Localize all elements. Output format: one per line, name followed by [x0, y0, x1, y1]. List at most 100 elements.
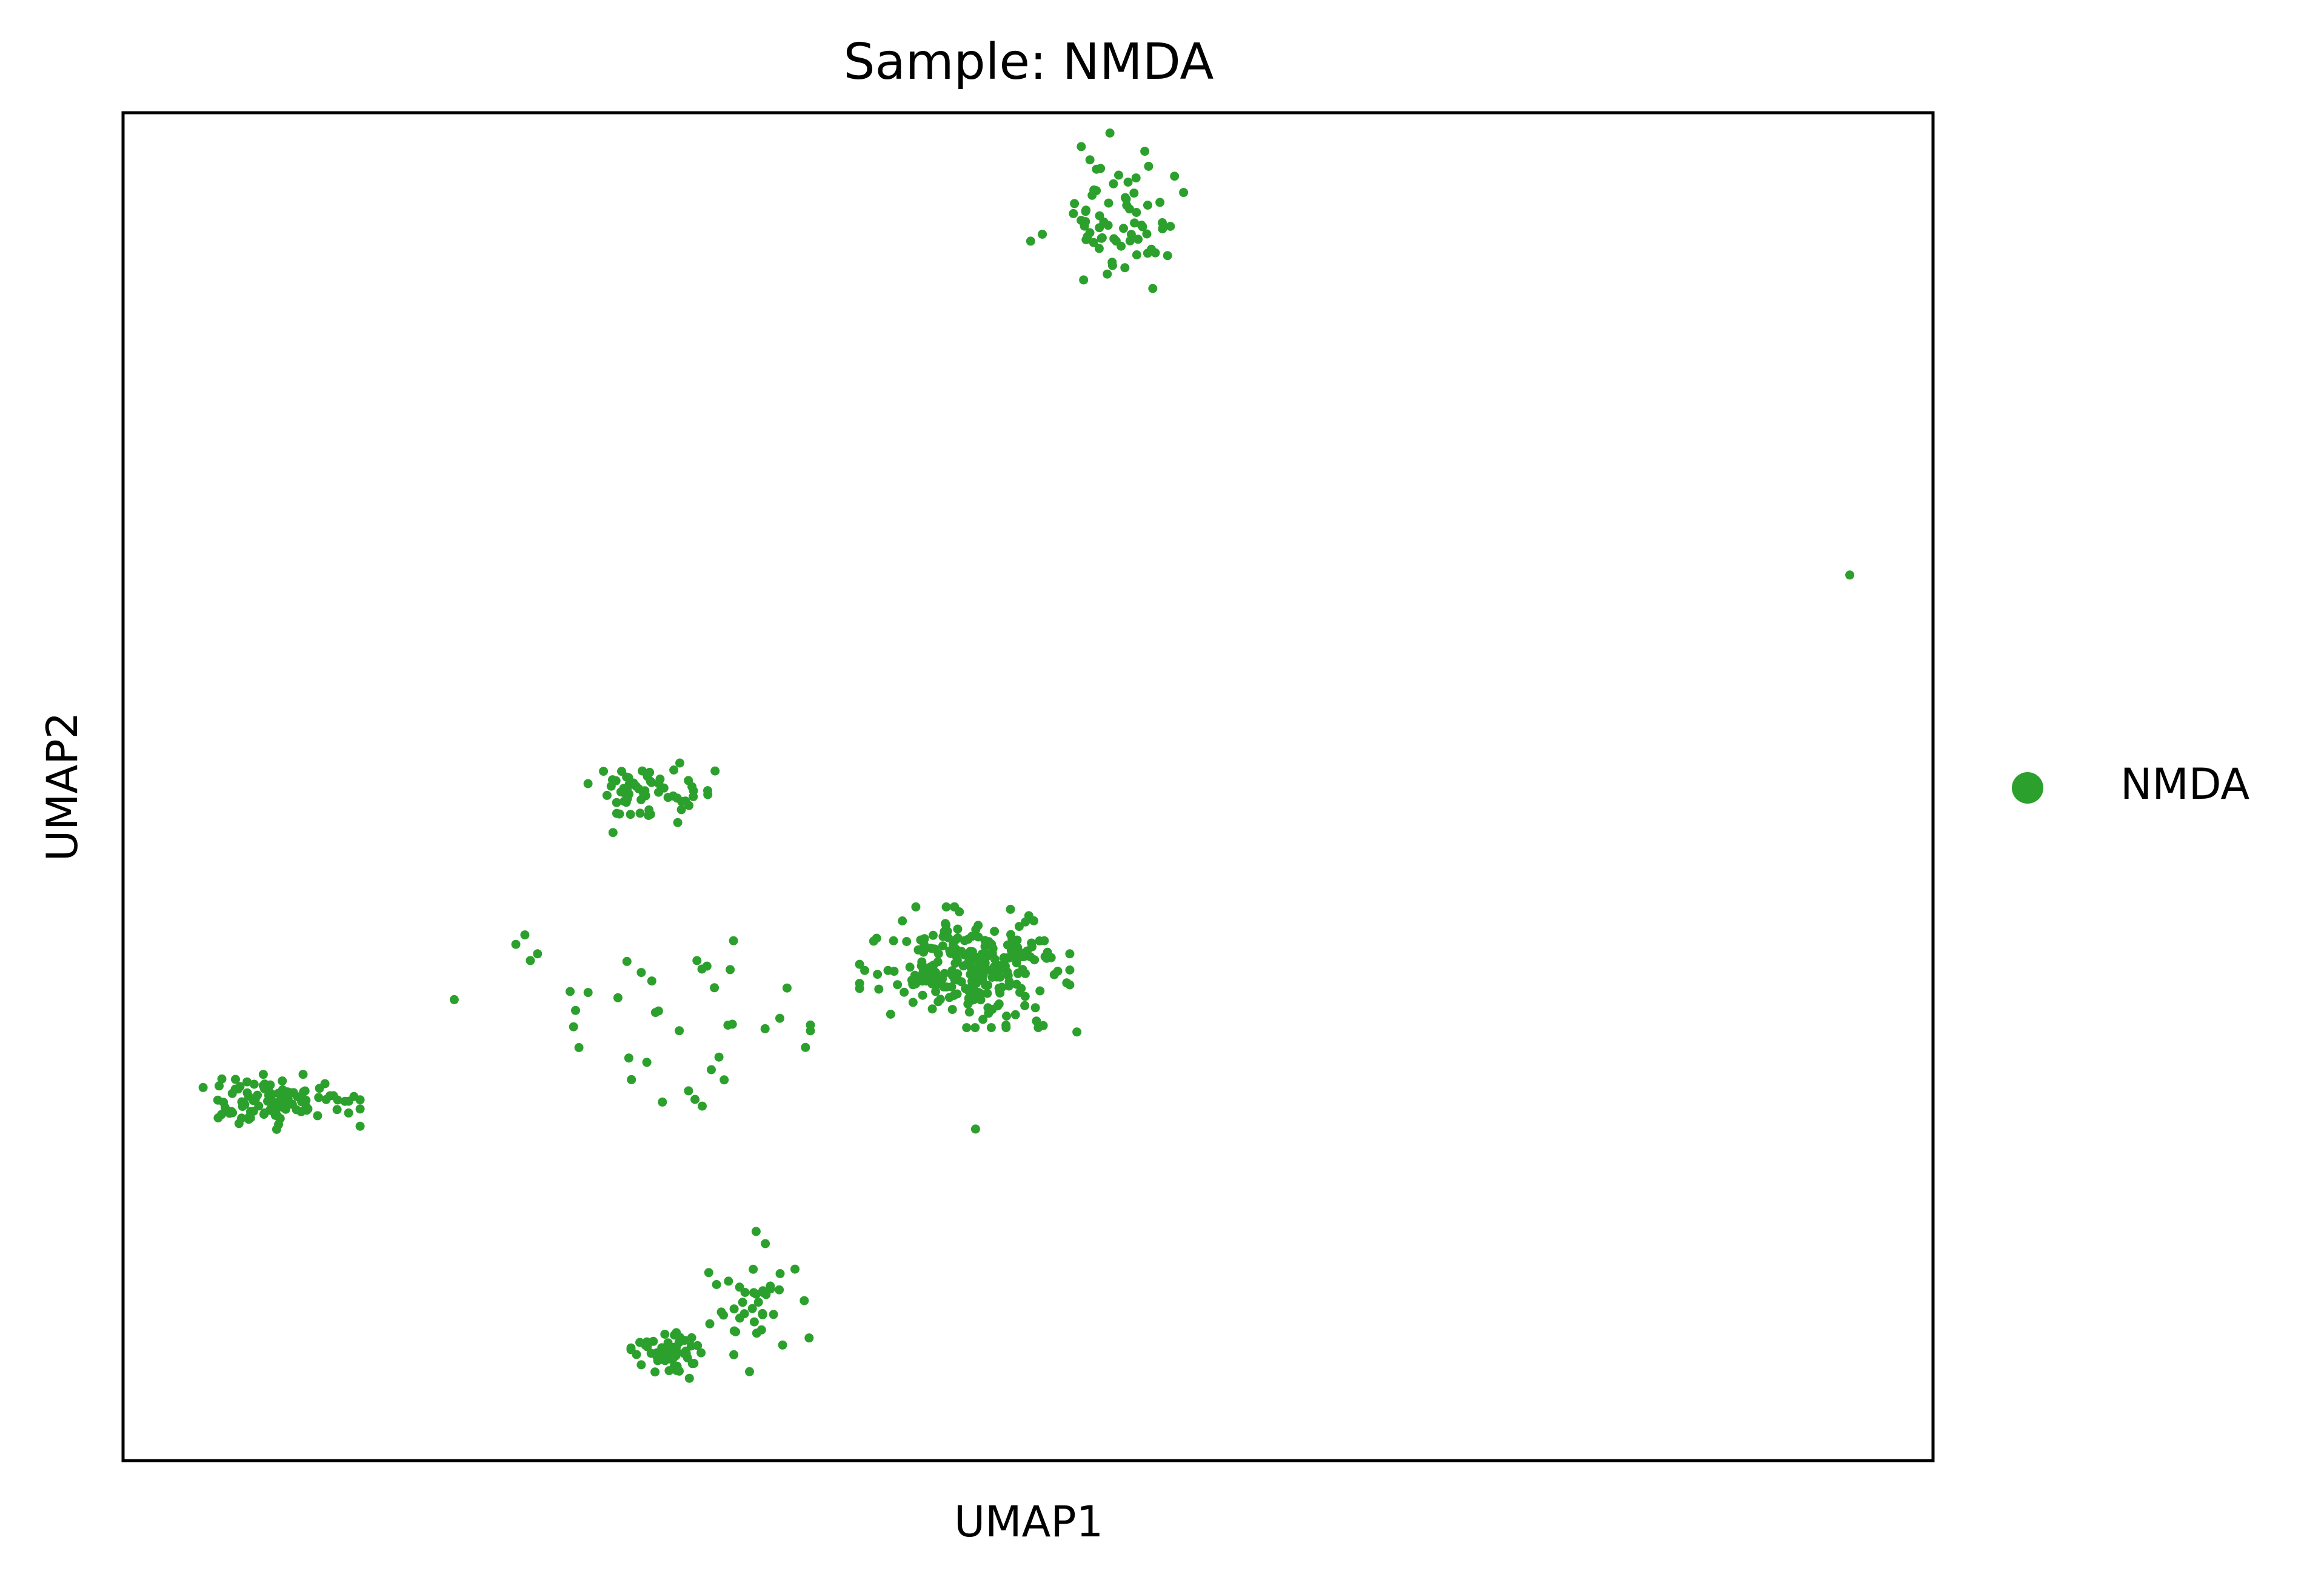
scatter-point — [265, 1104, 275, 1114]
scatter-point — [729, 1350, 739, 1359]
scatter-point — [526, 956, 535, 965]
scatter-point — [687, 1333, 696, 1342]
scatter-point — [729, 936, 738, 945]
scatter-point — [680, 1336, 689, 1345]
scatter-point — [941, 902, 951, 912]
scatter-point — [1103, 221, 1113, 230]
legend-label-nmda: NMDA — [2120, 759, 2249, 809]
scatter-point — [905, 962, 915, 972]
scatter-point — [931, 987, 941, 996]
scatter-point — [902, 937, 912, 946]
scatter-point — [769, 1310, 778, 1319]
scatter-point — [355, 1104, 365, 1114]
scatter-point — [800, 1296, 809, 1305]
scatter-point — [217, 1074, 227, 1084]
scatter-point — [712, 1280, 721, 1289]
scatter-point — [659, 783, 669, 793]
scatter-point — [990, 927, 1000, 936]
scatter-point — [1012, 958, 1021, 968]
scatter-point — [984, 937, 993, 947]
scatter-point — [1109, 179, 1118, 188]
scatter-point — [987, 973, 997, 982]
scatter-point — [1092, 164, 1101, 174]
scatter-point — [775, 1285, 784, 1295]
scatter-point — [235, 1082, 245, 1092]
scatter-point — [355, 1095, 365, 1105]
scatter-point — [1049, 970, 1059, 979]
scatter-point — [749, 1264, 758, 1274]
scatter-point — [1130, 218, 1140, 228]
scatter-point — [918, 976, 927, 986]
scatter-point — [684, 1373, 694, 1383]
scatter-point — [634, 784, 644, 794]
scatter-point — [622, 956, 632, 966]
scatter-point — [1147, 244, 1156, 254]
scatter-point — [1035, 986, 1045, 996]
scatter-point — [673, 818, 683, 827]
scatter-point — [911, 902, 921, 912]
y-axis-label: UMAP2 — [38, 712, 87, 861]
scatter-point — [1065, 949, 1075, 959]
scatter-point — [242, 1077, 252, 1087]
scatter-point — [676, 805, 686, 815]
scatter-point — [675, 1366, 684, 1376]
scatter-point — [947, 1005, 957, 1015]
scatter-point — [1026, 236, 1035, 246]
scatter-point — [747, 1304, 757, 1313]
scatter-point — [237, 1097, 247, 1107]
scatter-point — [969, 981, 979, 991]
x-axis-label: UMAP1 — [954, 1497, 1103, 1547]
scatter-point — [735, 1282, 744, 1292]
scatter-point — [962, 1023, 972, 1033]
scatter-point — [250, 1095, 260, 1104]
scatter-point — [1032, 1016, 1041, 1026]
scatter-point — [654, 1355, 664, 1365]
scatter-point — [1072, 1027, 1082, 1037]
scatter-point — [1087, 190, 1097, 200]
scatter-point — [344, 1108, 353, 1118]
scatter-point — [760, 1024, 770, 1033]
scatter-point — [690, 1095, 700, 1104]
scatter-point — [280, 1096, 290, 1105]
scatter-point — [1085, 155, 1095, 165]
scatter-point — [964, 953, 973, 963]
scatter-point — [231, 1075, 240, 1084]
scatter-point — [973, 932, 983, 942]
scatter-point — [704, 1268, 713, 1278]
scatter-point — [698, 1101, 707, 1111]
scatter-point — [1083, 232, 1092, 241]
scatter-point — [938, 941, 947, 951]
scatter-point — [997, 982, 1007, 992]
scatter-point — [749, 1288, 758, 1298]
scatter-point — [782, 983, 792, 993]
scatter-point — [1123, 178, 1133, 187]
scatter-point — [720, 1075, 729, 1085]
scatter-point — [1129, 188, 1139, 198]
scatter-point — [918, 990, 927, 1000]
scatter-point — [986, 1023, 996, 1033]
scatter-point — [602, 790, 612, 800]
scatter-point — [933, 957, 943, 967]
scatter-point — [971, 925, 981, 935]
scatter-point — [983, 988, 992, 998]
scatter-point — [806, 1026, 815, 1036]
scatter-point — [729, 1326, 739, 1336]
scatter-point — [636, 1360, 646, 1370]
scatter-point — [571, 1005, 580, 1015]
scatter-point — [611, 776, 621, 785]
scatter-point — [696, 1348, 706, 1358]
scatter-point — [758, 1310, 767, 1319]
scatter-point — [874, 984, 884, 994]
scatter-point — [1155, 198, 1165, 207]
scatter-point — [710, 983, 720, 993]
scatter-point — [930, 944, 940, 954]
scatter-point — [657, 1343, 667, 1353]
scatter-point — [314, 1093, 324, 1102]
scatter-point — [1003, 940, 1012, 950]
scatter-point — [745, 1367, 754, 1376]
scatter-point — [778, 1340, 787, 1350]
scatter-point — [940, 968, 949, 978]
scatter-point — [511, 939, 521, 949]
scatter-point — [320, 1079, 330, 1088]
scatter-point — [1006, 904, 1015, 914]
